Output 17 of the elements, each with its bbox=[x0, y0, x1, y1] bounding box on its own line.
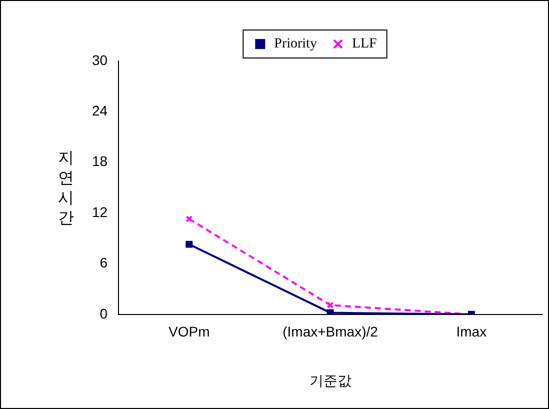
point bbox=[326, 309, 334, 314]
y-tick-label: 0 bbox=[100, 305, 108, 322]
x-tick-label: (Imax+Bmax)/2 bbox=[282, 324, 378, 340]
y-tick-label: 18 bbox=[92, 153, 108, 170]
x-tick-label: VOPm bbox=[168, 324, 210, 340]
y-tick-label: 12 bbox=[92, 204, 108, 220]
y-axis-title: 지연시간 bbox=[57, 149, 75, 229]
legend-label: LLF bbox=[352, 36, 378, 52]
x-tick-label: Imax bbox=[456, 324, 487, 340]
point bbox=[326, 302, 334, 309]
legend-label: Priority bbox=[274, 36, 317, 52]
y-tick-label: 24 bbox=[92, 102, 108, 119]
y-tick-label: 6 bbox=[100, 254, 108, 271]
point bbox=[186, 240, 193, 248]
point bbox=[186, 215, 193, 222]
y-tick-label: 30 bbox=[92, 52, 108, 68]
x-axis-title: 기준값 bbox=[309, 372, 352, 388]
